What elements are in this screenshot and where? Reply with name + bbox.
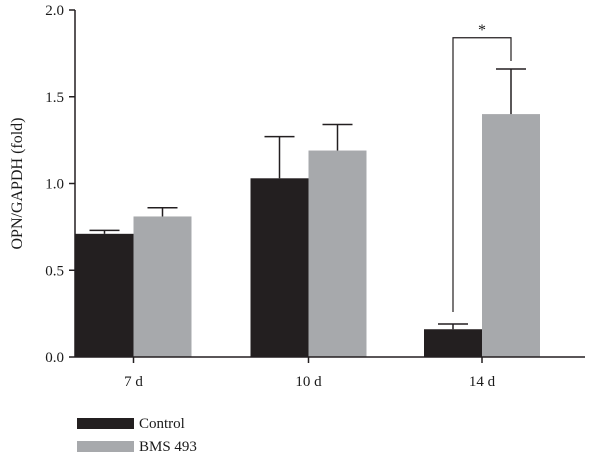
legend-label-control: Control <box>139 416 185 432</box>
x-tick-label: 7 d <box>124 374 143 390</box>
bars-layer <box>75 114 540 357</box>
bar-control-10d <box>250 178 309 357</box>
error-bars-layer <box>89 68 526 330</box>
bar-control-7d <box>75 233 134 357</box>
annotation-layer: * <box>452 22 512 313</box>
y-tick-label: 2.0 <box>45 3 64 19</box>
y-tick-label: 0.5 <box>45 263 64 279</box>
x-tick-label: 14 d <box>469 374 496 390</box>
x-tick-label: 10 d <box>295 374 322 390</box>
bar-bms-493-14d <box>482 114 540 357</box>
axes-layer: 0.0 0.5 1.0 1.5 2.0 7 d 10 d 14 d OPN/GAPDH (fol… <box>9 3 585 390</box>
bar-control-14d <box>424 329 482 357</box>
legend-label-bms-493: BMS 493 <box>139 439 197 455</box>
significance-bracket <box>452 37 512 313</box>
legend: Control BMS 493 <box>77 416 197 455</box>
legend-swatch-bms-493 <box>77 441 134 452</box>
bar-bms-493-7d <box>133 216 192 357</box>
y-tick-label: 1.0 <box>45 177 64 193</box>
significance-label: * <box>478 22 486 39</box>
y-axis-title: OPN/GAPDH (fold) <box>9 118 26 250</box>
y-tick-label: 1.5 <box>45 90 64 106</box>
bar-bms-493-10d <box>308 150 367 357</box>
y-tick-label: 0.0 <box>45 350 64 366</box>
legend-swatch-control <box>77 418 134 429</box>
